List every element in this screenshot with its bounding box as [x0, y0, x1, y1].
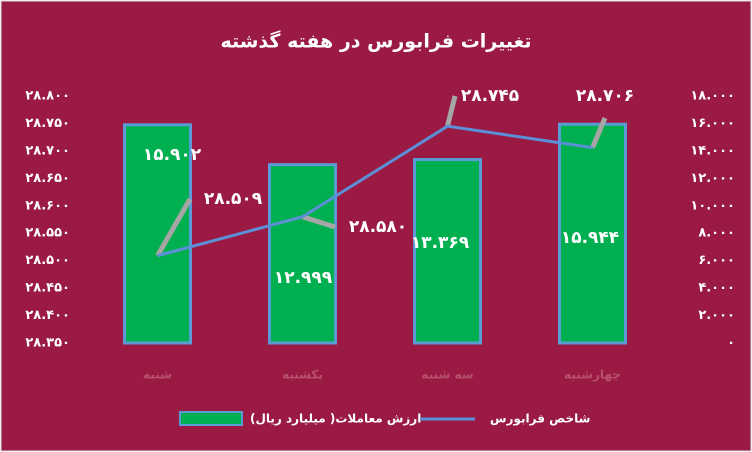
leader-line: [590, 117, 608, 149]
data-label: ۲۸.۵۰۹: [204, 189, 263, 209]
y2-tick-label: ۱۶.۰۰۰: [690, 116, 735, 131]
bar: [413, 158, 482, 345]
data-label: ۲۸.۷۴۵: [461, 86, 519, 106]
y2-tick-label: ۱۰.۰۰۰: [690, 198, 735, 213]
y-tick-label: ۲۸.۴۰۰: [25, 308, 70, 323]
legend-label: شاخص فرابورس: [490, 412, 590, 427]
x-tick-label: سه شنبه: [421, 368, 473, 382]
data-label: ۱۳.۳۶۹: [411, 233, 470, 253]
chart-title: تغییرات فرابورس در هفته گذشته: [220, 30, 531, 53]
y-tick-label: ۲۸.۸۰۰: [25, 89, 70, 104]
leader-line: [155, 197, 193, 257]
y-tick-label: ۲۸.۵۰۰: [25, 253, 70, 268]
legend-label: ارزش معاملات( میلیارد ریال): [250, 412, 421, 426]
y2-tick-label: ۰: [727, 336, 735, 351]
data-label: ۲۸.۵۸۰: [349, 217, 407, 237]
y-tick-label: ۲۸.۵۵۰: [25, 226, 70, 241]
y2-tick-label: ۲.۰۰۰: [698, 308, 735, 323]
data-label: ۱۵.۹۴۴: [561, 228, 619, 248]
y-tick-label: ۲۸.۷۰۰: [25, 143, 70, 158]
data-label: ۱۲.۹۹۹: [274, 268, 333, 288]
y2-tick-label: ۶.۰۰۰: [698, 253, 735, 268]
y-tick-label: ۲۸.۶۵۰: [25, 171, 70, 186]
data-label: ۲۸.۷۰۶: [576, 86, 634, 106]
y-tick-label: ۲۸.۴۵۰: [25, 281, 70, 296]
x-tick-label: چهارشنبه: [564, 368, 621, 382]
bar: [558, 122, 627, 345]
y2-tick-label: ۱۸.۰۰۰: [690, 89, 735, 104]
y-tick-label: ۲۸.۶۰۰: [25, 198, 70, 213]
y-tick-label: ۲۸.۳۵۰: [25, 336, 70, 351]
leader-line: [445, 95, 458, 127]
legend-swatch: [179, 411, 243, 426]
bar: [123, 123, 192, 345]
y2-tick-label: ۱۲.۰۰۰: [690, 171, 735, 186]
line: [157, 124, 593, 258]
x-tick-label: یکشنبه: [282, 368, 323, 382]
bar: [268, 163, 337, 345]
y2-tick-label: ۴.۰۰۰: [698, 281, 735, 296]
y2-tick-label: ۸.۰۰۰: [698, 226, 735, 241]
x-tick-label: شنبه: [143, 368, 172, 382]
y-tick-label: ۲۸.۷۵۰: [25, 116, 70, 131]
data-label: ۱۵.۹۰۲: [143, 145, 202, 165]
y2-tick-label: ۱۴.۰۰۰: [690, 143, 735, 158]
leader-line: [301, 214, 336, 230]
